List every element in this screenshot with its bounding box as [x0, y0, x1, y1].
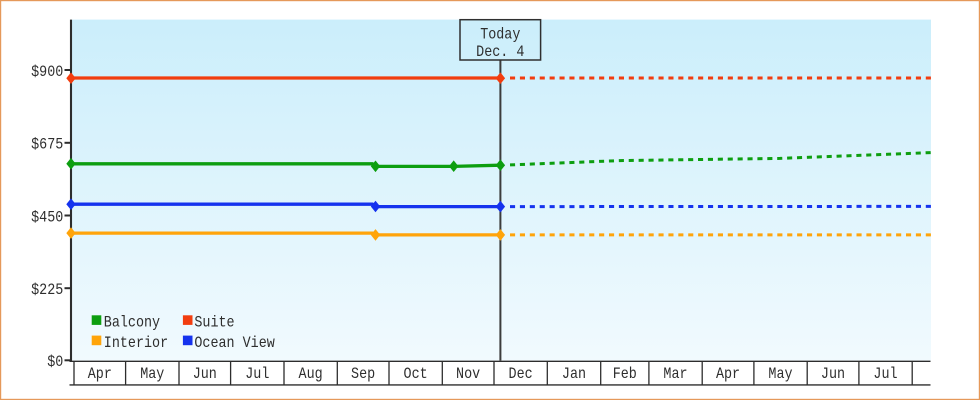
- svg-text:Suite: Suite: [194, 315, 234, 332]
- svg-text:Dec. 4: Dec. 4: [476, 44, 524, 61]
- svg-text:Jun: Jun: [193, 366, 217, 383]
- svg-text:Interior: Interior: [104, 335, 168, 352]
- svg-text:Jul: Jul: [873, 366, 897, 383]
- svg-text:May: May: [140, 366, 164, 383]
- svg-text:$675: $675: [31, 137, 63, 154]
- svg-text:Dec: Dec: [509, 366, 533, 383]
- svg-text:Jul: Jul: [245, 366, 269, 383]
- svg-text:Feb: Feb: [613, 366, 637, 383]
- svg-text:May: May: [768, 366, 792, 383]
- svg-text:Ocean View: Ocean View: [194, 335, 275, 352]
- svg-text:$0: $0: [47, 354, 63, 371]
- svg-text:Oct: Oct: [404, 366, 428, 383]
- svg-text:Balcony: Balcony: [104, 315, 160, 332]
- svg-text:$450: $450: [31, 209, 63, 226]
- svg-text:Jan: Jan: [562, 366, 586, 383]
- svg-text:Apr: Apr: [88, 366, 112, 383]
- svg-text:Today: Today: [480, 27, 520, 44]
- svg-text:Mar: Mar: [663, 366, 687, 383]
- svg-text:Nov: Nov: [456, 366, 480, 383]
- svg-text:$900: $900: [31, 64, 63, 81]
- svg-text:$225: $225: [31, 282, 63, 299]
- svg-text:Apr: Apr: [716, 366, 740, 383]
- svg-text:Sep: Sep: [351, 366, 375, 383]
- svg-text:Aug: Aug: [299, 366, 323, 383]
- svg-text:Jun: Jun: [821, 366, 845, 383]
